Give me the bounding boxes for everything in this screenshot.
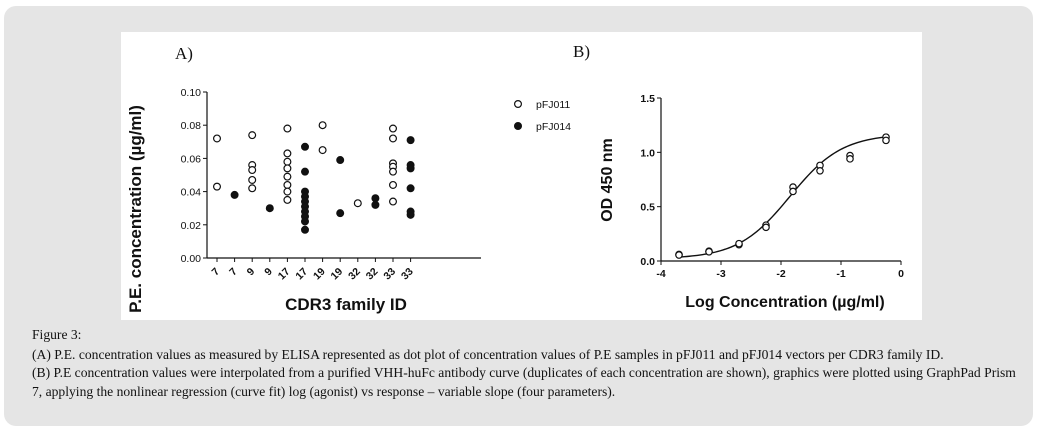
panel-b-x-tick-label: 0 (898, 268, 904, 280)
panel-a-point-filled (301, 217, 310, 226)
panel-b-x-tick-label: -4 (656, 268, 665, 280)
panel-a-y-tick-label: 0.06 (181, 153, 202, 165)
panel-a-y-tick-label: 0.02 (181, 220, 202, 232)
panel-a-point-open (318, 146, 327, 155)
legend-label-pfj014: pFJ014 (536, 121, 571, 133)
figure-svg: A) P.E. concentration (µg/ml) CDR3 famil… (126, 42, 904, 314)
panel-a-x-tick-label: 32 (364, 266, 381, 283)
panel-b-x-tick-label: -2 (776, 268, 785, 280)
panel-a-x-tick-label: 19 (311, 266, 328, 283)
legend-marker-pfj014 (514, 121, 523, 130)
panel-b-fit-curve (678, 136, 887, 258)
caption-title: Figure 3: (32, 327, 82, 342)
panel-a-x-tick-label: 9 (245, 266, 258, 279)
panel-a-point-filled (301, 225, 310, 234)
panel-a-x-tick-label: 7 (210, 266, 223, 279)
panel-a-point-open (283, 157, 292, 166)
panel-a-point-open (283, 180, 292, 189)
panel-a-x-tick-label: 32 (346, 266, 363, 283)
panel-a-x-tick-label: 33 (399, 266, 416, 283)
panel-b-x-tick-label: -3 (716, 268, 725, 280)
panel-a-legend: pFJ011 pFJ014 (514, 99, 571, 133)
panel-a-y-axis-label: P.E. concentration (µg/ml) (126, 105, 145, 313)
panel-b-x-tick-label: -1 (836, 268, 845, 280)
panel-b-point (735, 239, 743, 248)
figure-frame: A) P.E. concentration (µg/ml) CDR3 famil… (4, 6, 1033, 426)
panel-a-point-filled (265, 204, 274, 213)
panel-b-point (762, 223, 770, 232)
panel-a-x-tick-label: 17 (276, 266, 293, 283)
panel-b-y-axis-label: OD 450 nm (599, 138, 616, 222)
panel-b-label: B) (573, 42, 590, 61)
panel-a-point-open (389, 180, 398, 189)
caption-panel-b: (B) P.E concentration values were interp… (32, 365, 1016, 399)
panel-a-point-open (283, 187, 292, 196)
legend-label-pfj011: pFJ011 (536, 99, 570, 111)
panel-a-x-tick-label: 9 (262, 266, 275, 279)
caption-panel-a: (A) P.E. concentration values as measure… (32, 346, 944, 362)
panel-a-point-open (353, 199, 362, 208)
panel-a-x-tick-label: 17 (293, 266, 310, 283)
panel-a-point-open (283, 195, 292, 204)
panel-a-point-open (248, 184, 257, 193)
panel-a-point-filled (406, 136, 415, 145)
panel-a-point-open (283, 164, 292, 173)
legend-marker-pfj011 (514, 99, 523, 108)
panel-b-y-tick-label: 1.0 (640, 147, 655, 159)
panel-b-standard-curve: B) OD 450 nm Log Concentration (µg/ml) 0… (573, 42, 904, 311)
panel-a-point-filled (371, 200, 380, 209)
panel-a-point-filled (301, 167, 310, 176)
panel-a-y-tick-label: 0.08 (181, 120, 202, 132)
panel-a-point-open (389, 124, 398, 133)
panel-b-point (789, 187, 797, 196)
panel-b-markers (675, 133, 890, 259)
panel-b-point (846, 155, 854, 163)
panel-a-point-filled (406, 210, 415, 219)
panel-a-x-tick-label: 33 (381, 266, 398, 283)
panel-a-x-tick-label: 19 (329, 266, 346, 283)
panel-a-y-tick-label: 0.00 (181, 253, 202, 265)
panel-b-point (816, 167, 824, 175)
panel-b-y-tick-label: 0.5 (640, 202, 655, 214)
panel-a-markers (212, 121, 415, 234)
panel-a-point-open (212, 182, 221, 191)
panel-a-point-open (389, 197, 398, 206)
panel-a-point-filled (301, 142, 310, 151)
panel-a-point-open (389, 167, 398, 176)
panel-b-point (882, 136, 890, 145)
panel-b-y-tick-label: 0.0 (640, 256, 655, 268)
panel-a-point-filled (406, 184, 415, 193)
panel-a-point-open (318, 121, 327, 130)
panel-b-point (675, 251, 683, 259)
panel-a-y-tick-label: 0.04 (181, 187, 202, 199)
panel-a-point-open (248, 131, 257, 140)
figure-caption: Figure 3: (A) P.E. concentration values … (32, 326, 1027, 401)
panel-a-point-filled (230, 190, 239, 199)
panel-a-point-filled (406, 164, 415, 173)
panel-a-axes: 0.000.020.040.060.080.107 7 9 9 17 17 19 19 32 32… (181, 87, 481, 282)
panel-a-point-open (248, 175, 257, 184)
panel-b-point (705, 247, 713, 256)
panel-a-x-tick-label: 7 (227, 266, 240, 279)
panel-a-point-filled (371, 194, 380, 203)
panel-a-y-tick-label: 0.10 (181, 87, 202, 99)
panel-a-point-open (283, 149, 292, 158)
panel-b-fit-line (678, 136, 887, 258)
panel-a-point-open (283, 124, 292, 133)
panel-b-x-axis-label: Log Concentration (µg/ml) (685, 294, 884, 311)
panel-a-point-open (248, 166, 257, 175)
panel-a-dot-plot: A) P.E. concentration (µg/ml) CDR3 famil… (126, 44, 571, 314)
figure-image-area: A) P.E. concentration (µg/ml) CDR3 famil… (121, 32, 922, 320)
panel-a-point-filled (336, 209, 345, 218)
panel-a-label: A) (175, 44, 193, 63)
panel-b-y-tick-label: 1.5 (640, 93, 655, 105)
panel-a-x-axis-label: CDR3 family ID (285, 295, 407, 314)
panel-a-point-open (212, 134, 221, 143)
panel-b-axes: 0.0 0.5 1.0 1.5 -4 -3 -2 -1 0 (640, 93, 904, 280)
panel-a-point-filled (336, 156, 345, 165)
panel-a-point-open (389, 134, 398, 143)
panel-a-point-open (283, 172, 292, 181)
